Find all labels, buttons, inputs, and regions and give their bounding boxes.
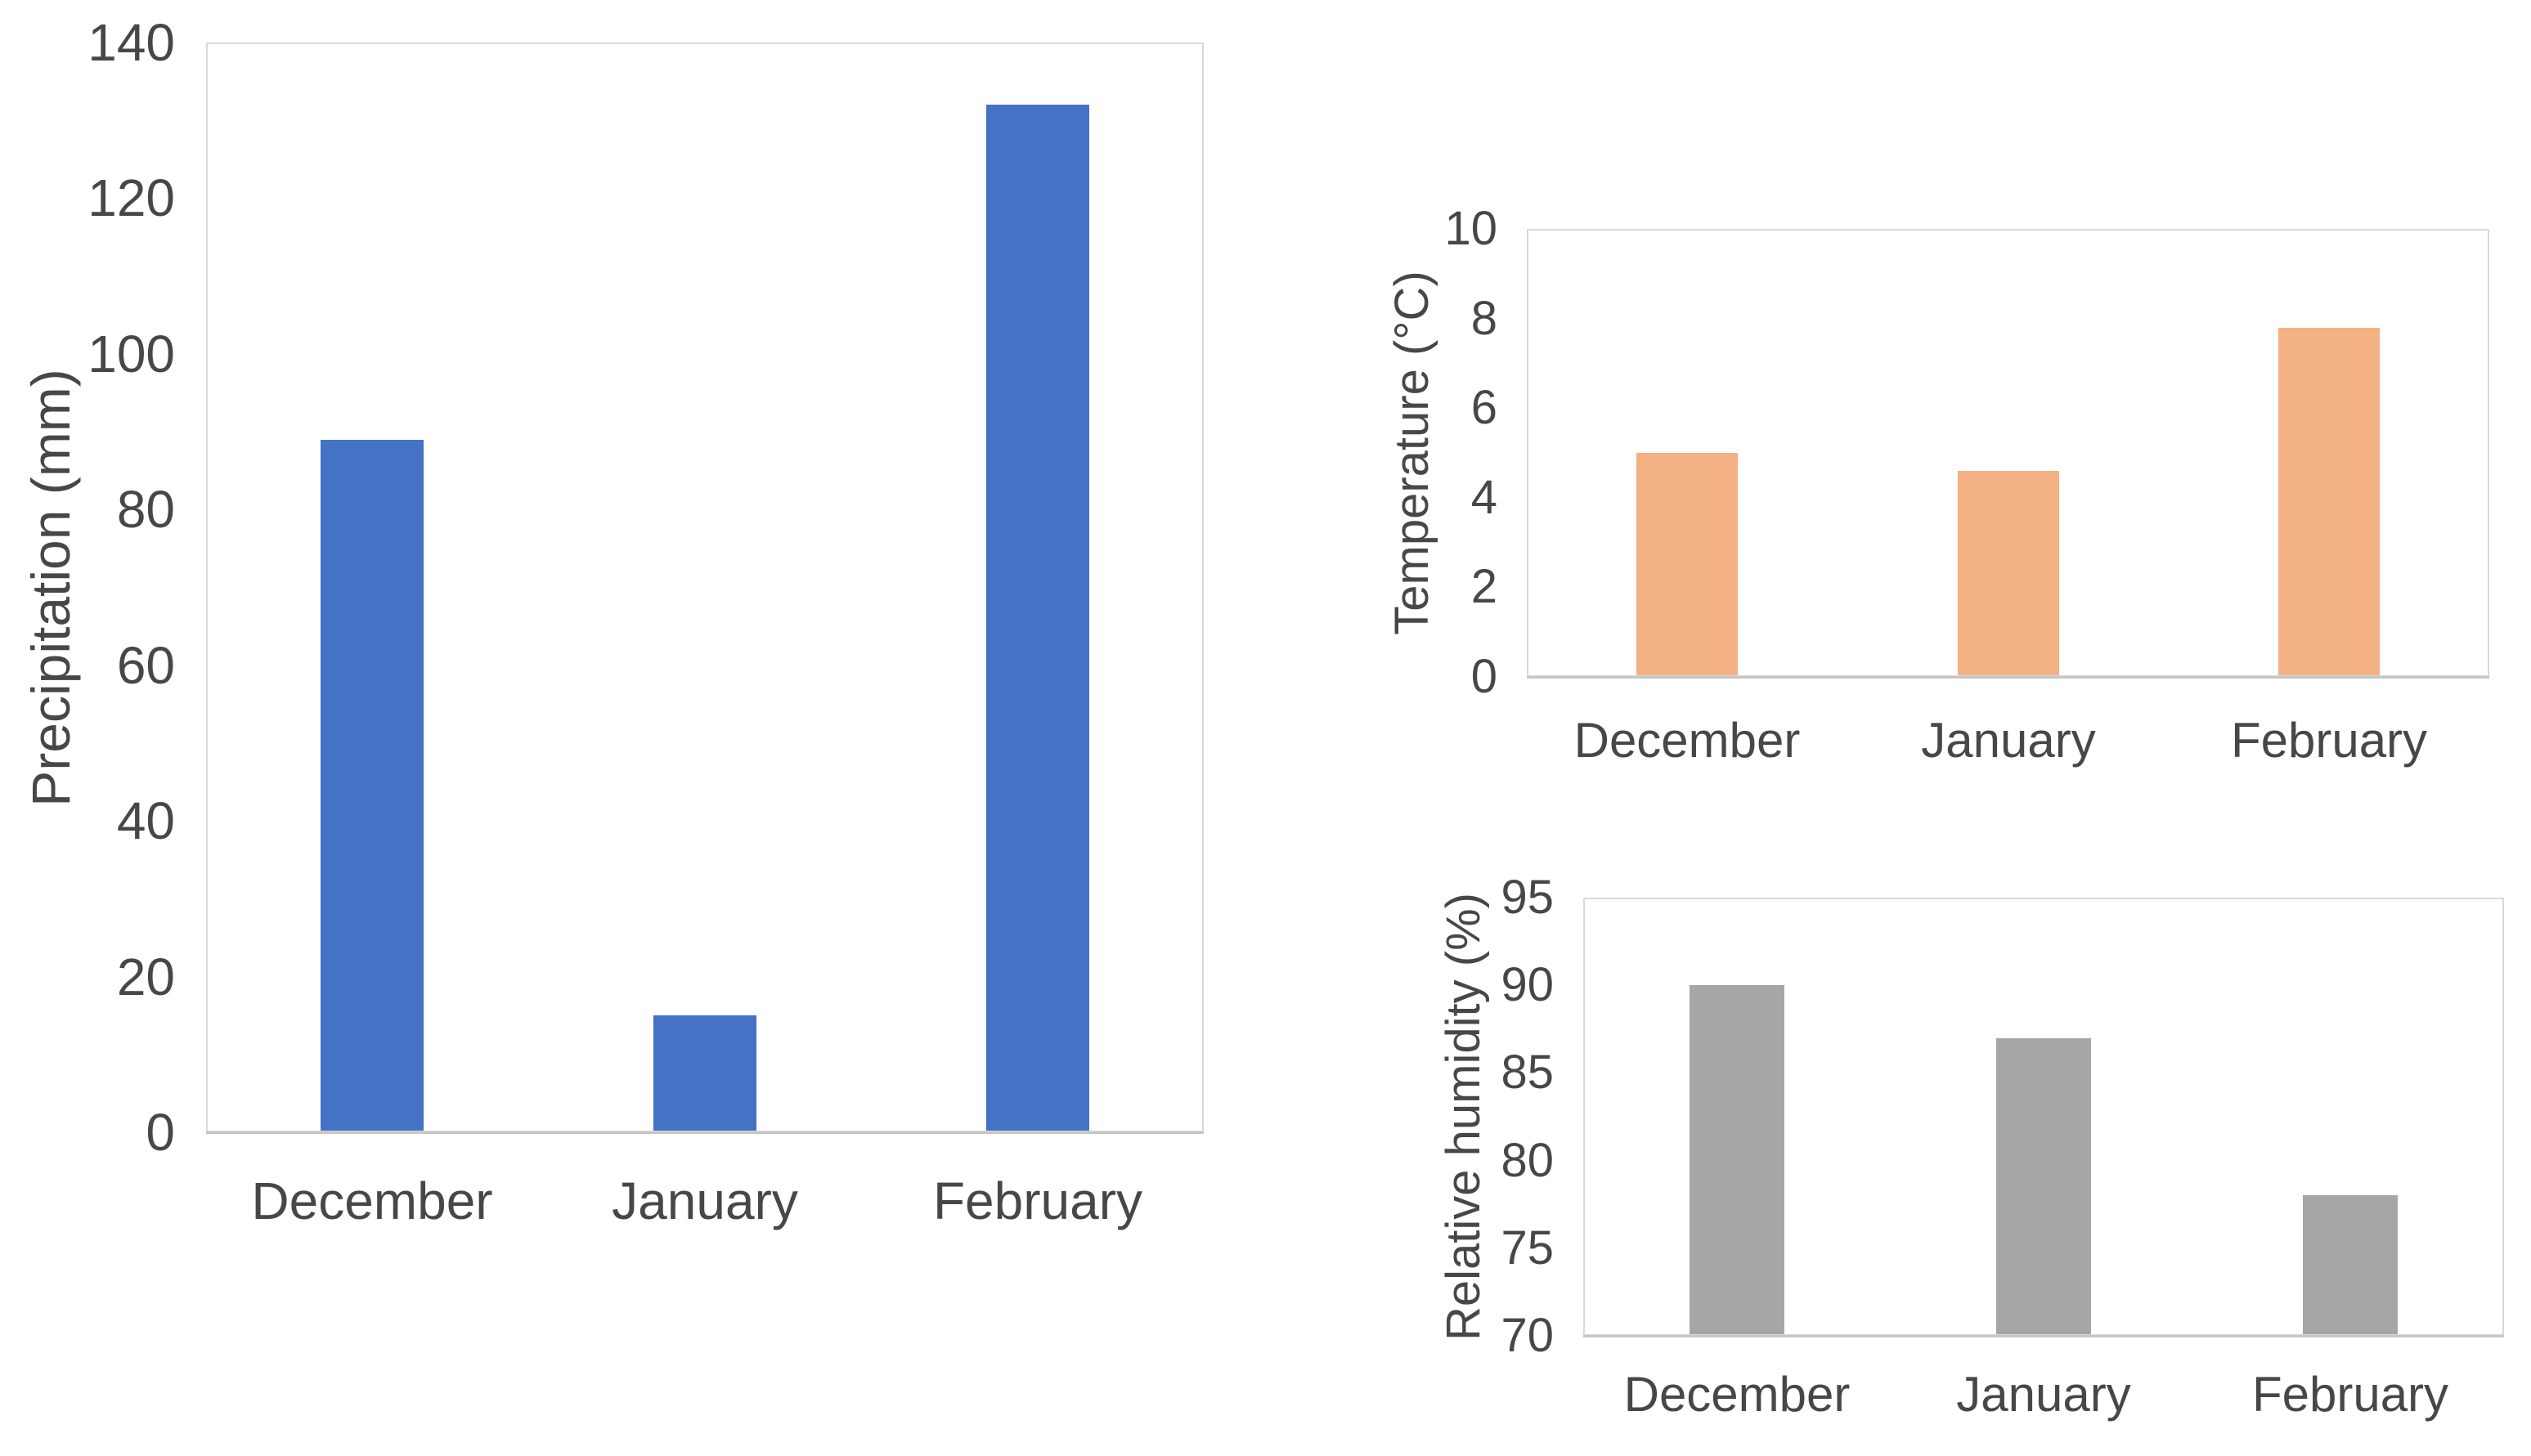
bar-january <box>1958 471 2059 675</box>
x-category-label: January <box>612 1172 798 1230</box>
y-tick-label: 8 <box>1470 292 1497 345</box>
y-tick-label: 4 <box>1470 471 1497 524</box>
x-category-label: January <box>1956 1367 2131 1422</box>
bar-february <box>2303 1195 2398 1334</box>
y-tick-label: 95 <box>1501 871 1554 924</box>
y-tick-label: 75 <box>1501 1221 1554 1275</box>
y-tick-label: 0 <box>146 1103 175 1162</box>
temperature-y-axis-title: Temperature (°C) <box>1385 271 1438 635</box>
bar-january <box>653 1015 756 1131</box>
y-tick-label: 2 <box>1470 560 1497 613</box>
x-category-label: January <box>1921 713 2096 768</box>
x-axis-line <box>1583 1335 2504 1337</box>
bar-december <box>1636 453 1738 675</box>
plot-area <box>206 43 1204 1132</box>
y-tick-label: 10 <box>1444 202 1497 255</box>
y-tick-label: 80 <box>1501 1134 1554 1187</box>
y-tick-label: 100 <box>88 325 175 383</box>
y-tick-label: 80 <box>116 480 175 539</box>
bar-december <box>321 440 424 1131</box>
x-category-label: December <box>251 1172 493 1230</box>
plot-area <box>1527 229 2489 677</box>
x-axis-line <box>1527 676 2489 679</box>
bar-january <box>1996 1038 2091 1334</box>
x-category-label: December <box>1623 1367 1851 1422</box>
bar-february <box>986 105 1089 1131</box>
y-tick-label: 60 <box>116 636 175 695</box>
y-tick-label: 85 <box>1501 1046 1554 1099</box>
y-tick-label: 120 <box>88 168 175 227</box>
y-tick-label: 40 <box>116 791 175 850</box>
x-category-label: February <box>2251 1367 2449 1422</box>
humidity-y-axis-title: Relative humidity (%) <box>1437 893 1490 1341</box>
y-tick-label: 90 <box>1501 958 1554 1011</box>
x-category-label: February <box>932 1172 1143 1230</box>
y-tick-label: 6 <box>1470 381 1497 434</box>
x-category-label: February <box>2230 713 2428 768</box>
x-axis-line <box>206 1131 1204 1134</box>
y-tick-label: 0 <box>1470 650 1497 703</box>
y-tick-label: 140 <box>88 13 175 72</box>
y-tick-label: 70 <box>1501 1309 1554 1362</box>
bar-december <box>1690 985 1784 1334</box>
bar-february <box>2278 328 2380 675</box>
x-category-label: December <box>1573 713 1801 768</box>
y-tick-label: 20 <box>116 948 175 1006</box>
precipitation-y-axis-title: Precipitation (mm) <box>20 369 81 807</box>
plot-area <box>1583 898 2504 1336</box>
